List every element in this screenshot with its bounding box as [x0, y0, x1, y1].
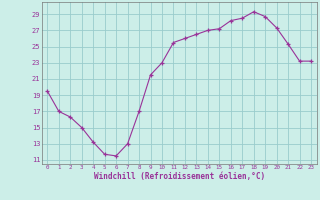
X-axis label: Windchill (Refroidissement éolien,°C): Windchill (Refroidissement éolien,°C): [94, 172, 265, 181]
